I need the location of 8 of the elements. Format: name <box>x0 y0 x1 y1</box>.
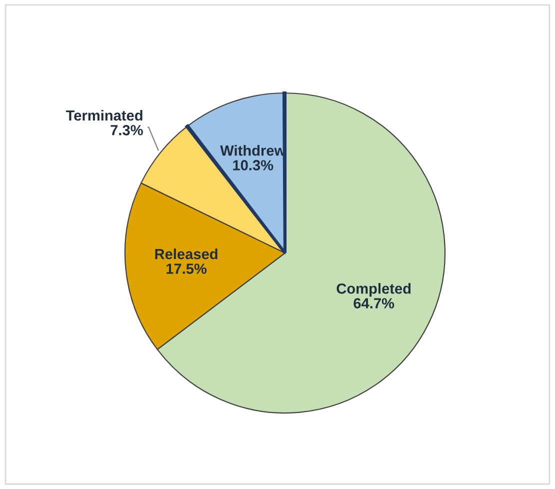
slice-label: Withdrew <box>220 145 286 156</box>
data-label: 17.5% <box>166 264 207 274</box>
data-label: 7.3% <box>110 124 143 136</box>
slice-label: Released <box>155 248 218 260</box>
data-label: 10.3% <box>233 160 274 170</box>
slice-label: Completed <box>336 283 411 297</box>
data-label: 64.7% <box>354 298 394 308</box>
slice-label: Terminated <box>66 110 142 121</box>
